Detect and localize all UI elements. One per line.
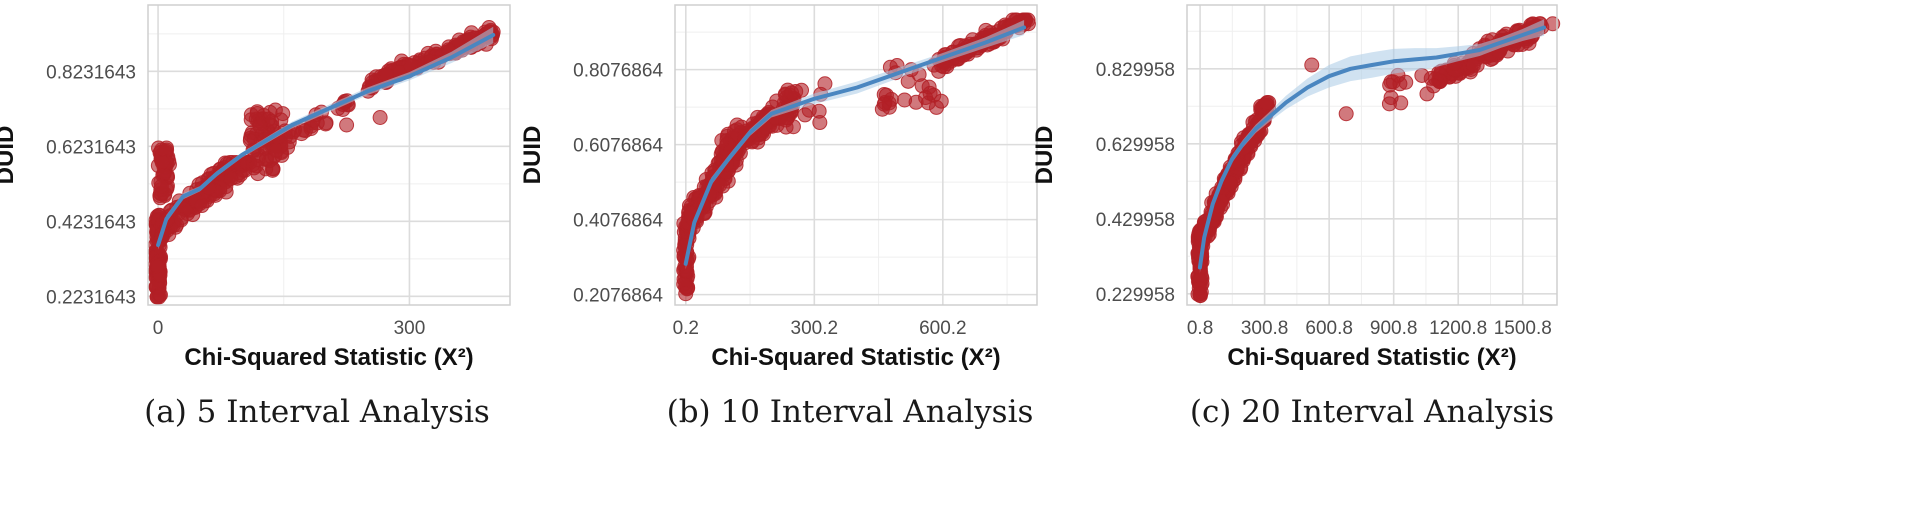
y-tick-label: 0.629958 [1096,135,1175,156]
scatter-point [267,102,283,118]
x-tick-label: 0.8 [1187,318,1213,339]
y-axis-title: DUID [519,126,546,185]
y-tick-label: 0.6076864 [573,136,663,157]
scatter-point [1393,95,1409,111]
scatter-point [712,177,728,193]
scatter-point [223,170,239,186]
scatter-point [876,96,892,112]
scatter-point [252,118,268,134]
confidence-band [1199,19,1545,274]
x-axis-title: Chi-Squared Statistic (X²) [1227,344,1516,371]
scatter-point [150,258,166,274]
scatter-point [908,94,924,110]
y-tick-label: 0.829958 [1096,60,1175,81]
panel-caption: (c) 20 Interval Analysis [1190,394,1554,430]
smooth-trend-line [683,25,1027,266]
x-axis-title: Chi-Squared Statistic (X²) [184,344,473,371]
scatter-point [679,263,695,279]
x-axis-title: Chi-Squared Statistic (X²) [711,344,1000,371]
x-tick-label: 300.2 [791,318,839,339]
x-tick-label: 300.8 [1241,318,1289,339]
y-tick-label: 0.4231643 [46,212,136,233]
scatter-point [1385,74,1401,90]
x-tick-label: 600.2 [919,318,967,339]
y-tick-label: 0.6231643 [46,137,136,158]
scatter-point [294,126,310,142]
scatter-point [318,115,334,131]
scatter-point [154,155,170,170]
confidence-band [685,20,1025,270]
scatter-point [778,112,794,128]
scatter-point [1465,58,1481,74]
scatter-point [1192,286,1208,302]
plot-frame [1186,4,1558,306]
x-tick-label: 600.8 [1305,318,1353,339]
scatter-point [817,76,833,92]
scatter-point [153,178,169,194]
scatter-point [811,103,827,119]
x-tick-label: 0.2 [673,318,699,339]
scatter-point [714,133,730,149]
scatter-point [921,79,937,95]
smooth-trend-line [1197,25,1547,270]
y-tick-label: 0.2231643 [46,287,136,308]
scatter-point [1414,67,1430,83]
plot-frame [147,4,511,306]
x-tick-label: 0 [153,318,164,339]
scatter-point [194,198,210,214]
panel-caption: (b) 10 Interval Analysis [667,394,1034,430]
y-axis-title: DUID [1031,126,1058,185]
scatter-point [797,107,813,123]
scatter-point [173,212,189,228]
scatter-point [678,286,694,302]
scatter-point [1419,86,1435,102]
y-tick-label: 0.429958 [1096,210,1175,231]
scatter-point [280,140,296,155]
scatter-point [729,117,745,133]
scatter-point [1338,106,1354,122]
x-tick-label: 900.8 [1370,318,1418,339]
x-tick-label: 1500.8 [1494,318,1552,339]
scatter-point [372,110,388,125]
confidence-band [158,26,494,250]
y-tick-label: 0.8076864 [573,61,663,82]
smooth-trend-line [156,33,496,247]
scatter-point [1222,175,1238,191]
y-tick-label: 0.4076864 [573,211,663,232]
y-axis-title: DUID [0,126,19,185]
plot-frame [674,4,1038,306]
y-tick-label: 0.8231643 [46,62,136,83]
y-tick-label: 0.2076864 [573,286,663,307]
x-tick-label: 300 [394,318,426,339]
scatter-point [1258,96,1274,112]
scatter-point [1545,16,1561,32]
panel-a: 0 300 0.2231643 0.4231643 0.6231643 0.8231643… [0,4,511,430]
scatter-point [339,117,355,133]
scatter-point [248,158,264,174]
panel-b: 0.2 300.2 600.2 0.2076864 0.4076864 0.6076864… [519,4,1038,430]
scatter-point [784,85,800,101]
x-tick-label: 1200.8 [1429,318,1487,339]
panel-caption: (a) 5 Interval Analysis [144,394,490,430]
scatter-point [1304,57,1320,73]
scatter-point [933,93,949,109]
y-tick-label: 0.229958 [1096,285,1175,306]
panel-c: 0.8 300.8 600.8 900.8 1200.8 1500.8 0.229958 0.… [1031,4,1561,430]
scatter-point [152,287,168,303]
